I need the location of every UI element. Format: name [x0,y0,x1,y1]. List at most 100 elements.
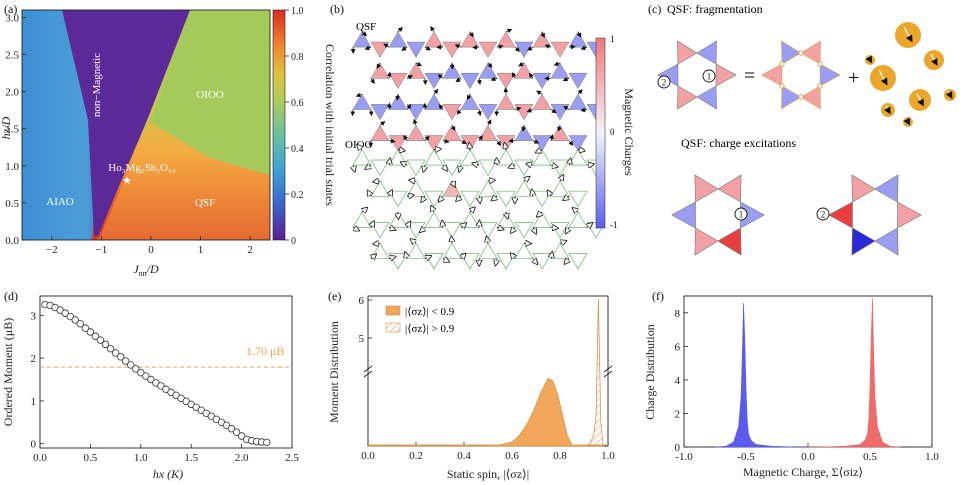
marker-circle [657,75,671,89]
kagome-up-triangle [532,149,552,166]
spin-arrow [389,158,390,166]
spin-arrow [514,106,522,112]
spin-arrow [361,31,368,37]
spin-arrow [461,223,466,227]
panel-a-heatmap: non−Magnetic AIAO OIOO QSF Ho₃Mg₂Sb₂O₁₄ … [21,9,271,241]
kagome-up-triangle [406,62,426,79]
y-tick-label: 2 [31,353,37,365]
kagome-down-triangle [442,41,462,58]
series-above-0.9 [583,298,604,447]
spin-arrow [511,227,515,233]
y-tick-label: 0.0 [5,235,19,247]
spin-arrow [373,181,381,182]
spin-arrow [376,62,382,69]
panel-a-frame [21,9,271,241]
kagome-up-triangle [388,93,408,110]
moment-arrow [903,117,911,126]
spin-arrow [472,163,480,165]
spin-arrow [537,212,542,217]
panel-e-frame [367,295,609,447]
spin-arrow [469,143,470,150]
star-triangle [696,40,717,65]
kagome-down-triangle [550,104,570,121]
panel-f-label: (f) [652,289,664,303]
kagome-up-triangle [496,211,516,228]
kagome-down-triangle [424,253,444,270]
y-tick-label: 0 [31,439,37,451]
panel-e-ylabel: Moment Distribution [327,321,341,423]
y-tick-label: 3.0 [5,12,19,24]
kagome-up-triangle [442,242,462,260]
kagome-up-triangle [388,149,408,166]
spin-arrow [437,74,444,80]
spin-arrow [526,163,534,165]
x-tick-label: 0.0 [801,451,815,463]
kagome-up-triangle [424,93,444,110]
kagome-up-triangle [352,211,372,228]
spin-arrow [406,75,414,80]
panel-d-plot: 0.0 0.5 1.0 1.5 2.0 2.5 0 1 2 3 [31,295,299,464]
spin-arrow [370,78,375,84]
panel-e-xlabel: Static spin, |⟨σz⟩| [447,467,529,481]
marker-number: 2 [821,210,826,220]
spin-arrow [451,236,452,244]
y-tick-label: 4 [675,375,681,387]
spin-arrow [433,149,441,150]
qsf-transition-band [96,122,270,240]
marker-number: 1 [739,210,744,220]
panel-d-ylabel: Ordered Moment (μB) [1,318,15,426]
legend-label-1: |⟨σz⟩| < 0.9 [405,306,455,318]
kagome-down-triangle [532,135,552,152]
star-triangle [819,63,841,87]
moment-arrow [865,55,873,64]
spin-arrow [364,45,372,51]
kagome-lattice-qsf [350,26,606,152]
series-below-0.9 [368,377,585,447]
spin-arrow [553,61,561,66]
spin-arrow [549,134,554,141]
spin-arrow [479,196,480,203]
kagome-down-triangle [532,72,552,90]
moment-arrow [884,105,891,115]
colorbar-tick-label: 0.2 [291,190,304,201]
kagome-down-triangle [460,253,480,270]
kagome-down-triangle [388,190,408,208]
x-tick-label: 1.0 [925,451,939,463]
spin-arrow [518,61,525,67]
spin-arrow [362,208,367,212]
spin-arrow [536,90,543,96]
spin-arrow [533,227,536,233]
x-tick-label: 0.0 [361,450,375,462]
kagome-down-triangle [478,159,498,177]
spin-arrow [528,72,534,79]
spin-arrow [403,134,408,141]
kagome-up-triangle [370,242,390,260]
kagome-down-triangle [424,190,444,208]
spin-arrow [407,221,410,227]
spin-arrow [551,252,552,259]
spin-arrow [438,104,444,110]
spin-arrow [355,92,363,98]
kagome-down-triangle [568,72,588,90]
nonmagnetic-region [62,10,190,236]
kagome-down-triangle [388,135,408,152]
spin-arrow [496,227,504,229]
spin-arrow [562,76,570,82]
panel-c-label: (c) [648,2,661,16]
x-tick-label: 0.6 [505,450,519,462]
data-point [66,312,74,321]
data-point [116,353,125,361]
moment-arrow [945,91,953,100]
data-point [101,340,110,349]
panel-c-title-2: QSF: charge excitations [681,136,796,150]
spin-arrow [470,207,475,212]
data-point [76,320,85,328]
spin-arrow [560,175,564,181]
spin-arrow [550,165,558,167]
x-tick-label: 1.0 [601,450,615,462]
panel-b-oioo-label: OIOO [345,139,373,151]
y-tick-label: 1.0 [5,161,19,173]
panel-b-colorbar [595,37,606,229]
data-point [71,316,79,324]
kagome-up-triangle [478,124,498,141]
